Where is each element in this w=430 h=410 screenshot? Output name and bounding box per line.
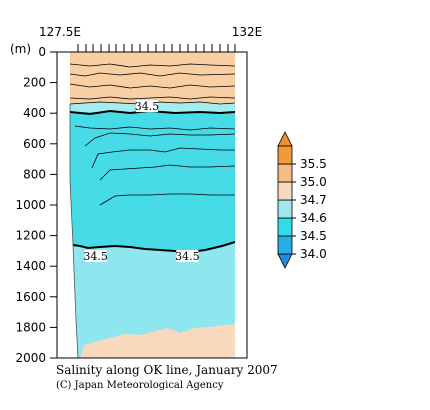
colorbar-swatch — [277, 235, 293, 255]
top-tick-marks — [77, 44, 236, 52]
section-fill — [69, 52, 236, 358]
bottom-layer-fill — [80, 324, 235, 358]
colorbar-swatch — [277, 217, 293, 237]
intermediate-layer-fill — [70, 112, 235, 252]
colorbar-swatch — [277, 181, 293, 201]
y-tick-label: 1600 — [15, 290, 46, 304]
contour-line — [69, 83, 236, 89]
contour-line — [99, 164, 236, 181]
chart-title: Salinity along OK line, January 2007 — [56, 363, 278, 377]
colorbar-label: 34.6 — [300, 211, 327, 225]
colorbar-label: 34.7 — [300, 193, 327, 207]
y-axis-unit: (m) — [10, 42, 31, 56]
y-tick-label: 2000 — [15, 351, 46, 365]
contour-line — [69, 96, 236, 100]
y-tick-label: 1800 — [15, 320, 46, 334]
surface-layer-fill — [70, 52, 235, 104]
x-tick-label-east: 132E — [232, 25, 263, 39]
y-tick-label: 1400 — [15, 259, 46, 273]
contour-line — [74, 125, 236, 131]
chart-credit: (C) Japan Meteorological Agency — [56, 380, 224, 391]
colorbar-swatch — [277, 199, 293, 219]
bottom-topography — [69, 104, 79, 359]
contour-label-bg — [84, 250, 107, 263]
contour-label-bg — [136, 100, 158, 113]
contour-label: 34.5 — [135, 100, 160, 113]
y-tick-label: 0 — [38, 45, 46, 59]
contour-line — [69, 63, 236, 68]
colorbar-extend-low — [277, 253, 293, 269]
y-tick-label: 1000 — [15, 198, 46, 212]
contour-line — [69, 72, 236, 77]
contour-label: 34.5 — [83, 250, 108, 263]
isohaline-34-5-lower — [72, 241, 236, 254]
contour-label-bg — [176, 250, 199, 263]
colorbar-label: 35.5 — [300, 157, 327, 171]
y-tick-label: 400 — [23, 106, 46, 120]
contour-labels: 34.5 34.5 34.5 — [83, 100, 200, 263]
contour-label: 34.5 — [175, 250, 200, 263]
y-tick-label: 1200 — [15, 229, 46, 243]
contour-line — [99, 193, 235, 206]
y-tick-label: 800 — [23, 167, 46, 181]
y-axis: 0 200 400 600 800 1000 1200 1400 1600 1800 2000 — [15, 45, 57, 365]
colorbar-swatch — [277, 163, 293, 183]
colorbar: 34.0 34.5 34.6 34.7 35.0 35.5 — [277, 131, 327, 269]
y-tick-label: 200 — [23, 76, 46, 90]
y-tick-label: 600 — [23, 137, 46, 151]
colorbar-label: 34.0 — [300, 247, 327, 261]
colorbar-label: 35.0 — [300, 175, 327, 189]
colorbar-label: 34.5 — [300, 229, 327, 243]
colorbar-extend-high — [277, 131, 293, 147]
contour-line — [91, 147, 235, 169]
x-tick-label-west: 127.5E — [39, 25, 81, 39]
colorbar-swatch — [277, 145, 293, 165]
contour-line — [84, 132, 236, 147]
